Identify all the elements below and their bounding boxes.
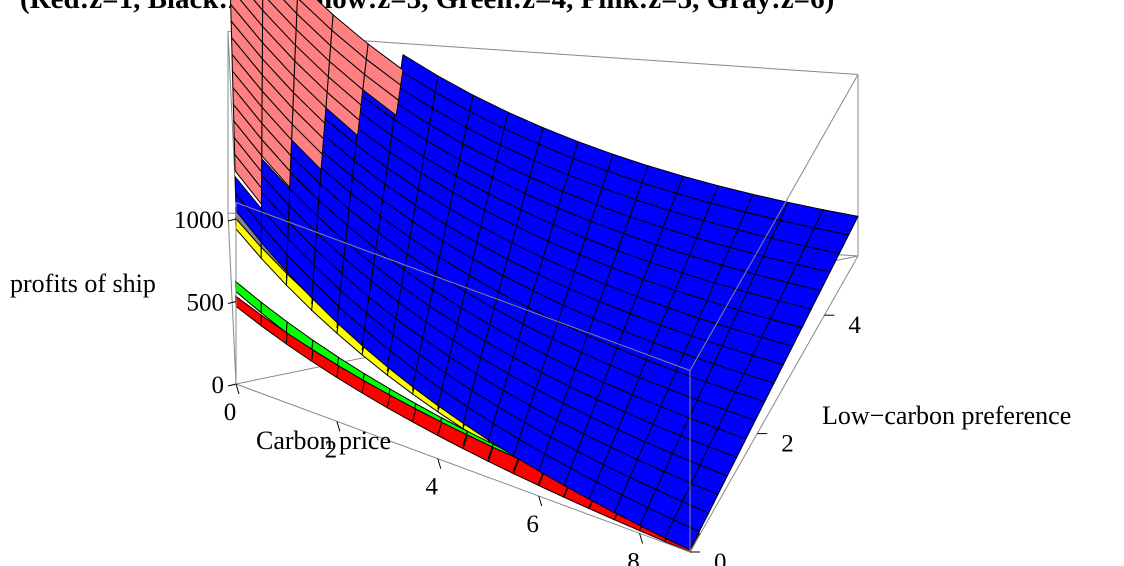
- x-axis-title: Carbon price: [256, 426, 391, 455]
- x-tick-label: 6: [526, 511, 539, 538]
- z-tick-mark: [227, 218, 237, 222]
- box-edge: [235, 202, 691, 371]
- x-tick-label: 0: [224, 399, 237, 426]
- box-edge: [235, 383, 691, 553]
- z-axis-title: profits of ship: [10, 269, 156, 298]
- surfaces: [230, 0, 859, 553]
- surface-patch: [298, 0, 334, 32]
- z-tick-label: 1000: [174, 207, 224, 234]
- x-tick-mark: [538, 495, 543, 507]
- x-tick-label: 2: [325, 436, 338, 463]
- axis-ticks: 0 2 4 6 8 0 2 4 0 500 1000: [174, 207, 861, 566]
- box-edge: [227, 31, 237, 203]
- x-tick-mark: [639, 533, 644, 544]
- z-tick-label: 0: [212, 372, 225, 399]
- box-front-edges: [235, 74, 859, 553]
- x-tick-mark: [437, 458, 442, 469]
- box-edge: [227, 212, 237, 385]
- surface-patch: [400, 53, 439, 93]
- x-tick-mark: [235, 383, 240, 395]
- x-tick-mark: [336, 421, 341, 432]
- y-tick-label: 2: [781, 431, 794, 458]
- x-tick-label: 8: [627, 548, 640, 566]
- z-tick-mark: [227, 383, 237, 387]
- y-axis-title: Low−carbon preference: [822, 401, 1071, 430]
- box-edge: [689, 74, 859, 371]
- surface-patch: [283, 0, 298, 15]
- surface-patch: [253, 0, 264, 12]
- x-tick-label: 4: [426, 474, 439, 501]
- z-tick-mark: [227, 301, 237, 304]
- y-tick-label: 4: [848, 312, 861, 339]
- y-tick-label: 0: [714, 549, 727, 566]
- box-edge: [689, 255, 859, 553]
- z-tick-label: 500: [187, 290, 225, 317]
- chart-title: (Red:z=1, Black:z=2, Yellow:z=3, Green:z…: [20, 0, 834, 15]
